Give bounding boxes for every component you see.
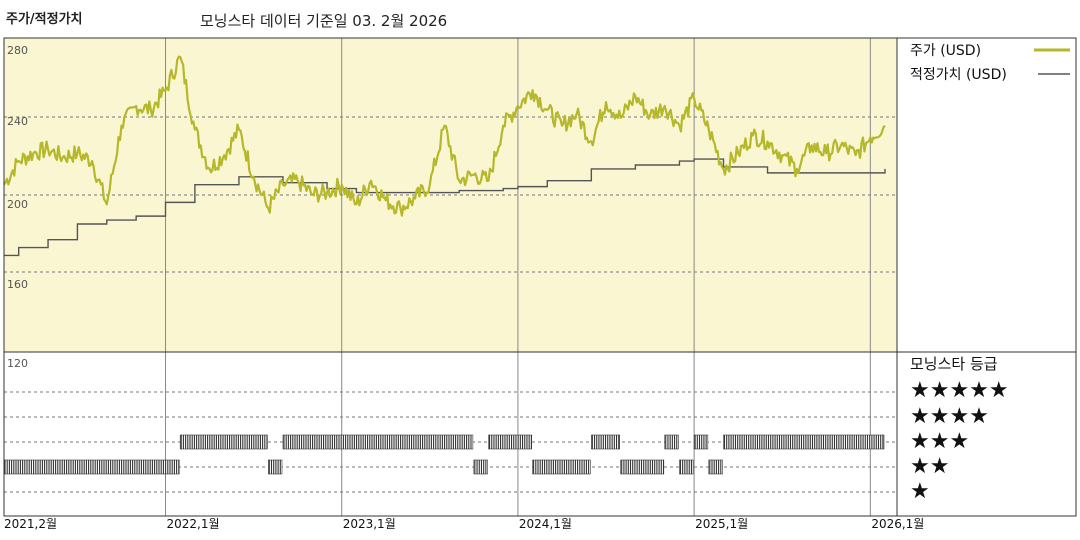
rating-segment <box>473 459 488 475</box>
rating-segment <box>267 459 283 475</box>
y-tick-label: 240 <box>7 115 28 128</box>
rating-segment <box>488 434 532 450</box>
rating-level-4: ★★★★ <box>910 404 989 429</box>
legend-fairvalue-label: 적정가치 (USD) <box>910 67 1007 83</box>
y-tick-label: 200 <box>7 198 28 211</box>
price-line <box>3 55 886 217</box>
rating-segment <box>591 434 620 450</box>
rating-level-2: ★★ <box>910 454 949 479</box>
rating-segment <box>693 434 709 450</box>
fair-value-line <box>4 158 886 257</box>
chart-frame <box>3 37 1077 517</box>
series-lines <box>3 55 886 257</box>
rating-segment <box>723 434 885 450</box>
chart-date-title: 모닝스타 데이터 기준일 03. 2월 2026 <box>200 12 448 30</box>
legend-price-label: 주가 (USD) <box>910 43 981 59</box>
rating-level-3: ★★★ <box>910 429 969 454</box>
x-tick-label: 2022,1월 <box>167 517 220 531</box>
x-tick-label: 2024,1월 <box>519 517 572 531</box>
rating-bars <box>3 434 885 475</box>
rating-segment <box>664 434 679 450</box>
y-tick-label: 280 <box>7 44 28 57</box>
rating-segment <box>532 459 591 475</box>
y-tick-labels: 280 240 200 160 120 <box>7 44 28 370</box>
rating-segment <box>179 434 268 450</box>
rating-segment <box>708 459 723 475</box>
x-tick-label: 2023,1월 <box>343 517 396 531</box>
x-tick-label: 2021,2월 <box>4 517 57 531</box>
y-tick-label: 160 <box>7 278 28 291</box>
rating-segment <box>3 459 180 475</box>
rating-level-5: ★★★★★ <box>910 378 1009 403</box>
chart-left-label: 주가/적정가치 <box>6 12 83 27</box>
x-tick-label: 2025,1월 <box>695 517 748 531</box>
rating-plot-area <box>4 352 897 516</box>
rating-segment <box>679 459 694 475</box>
rating-segment <box>620 459 665 475</box>
y-tick-label: 120 <box>7 357 28 370</box>
rating-level-1: ★ <box>910 479 930 504</box>
rating-title: 모닝스타 등급 <box>910 355 998 373</box>
x-tick-label: 2026,1월 <box>871 517 924 531</box>
rating-segment <box>282 434 474 450</box>
x-tick-labels: 2021,2월 2022,1월 2023,1월 2024,1월 2025,1월 2026,… <box>4 517 924 531</box>
